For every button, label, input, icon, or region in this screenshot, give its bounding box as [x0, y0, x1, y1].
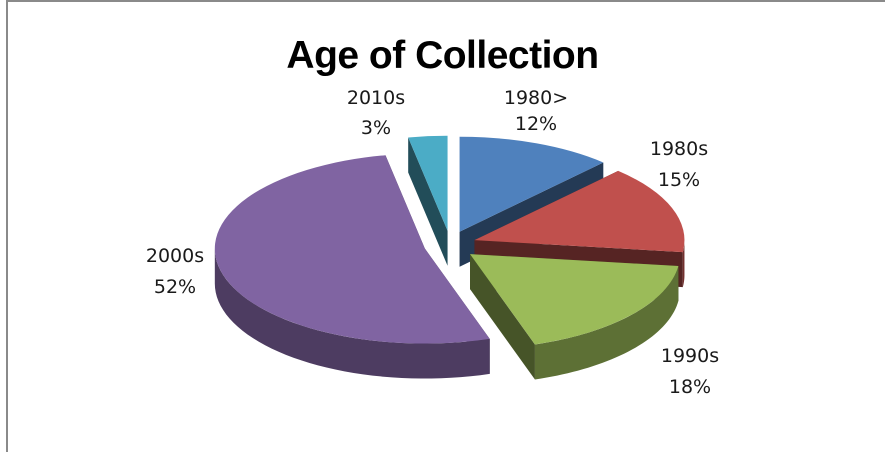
pie-slice-1980s [474, 170, 685, 288]
slice-label-percent: 12% [515, 113, 557, 135]
slice-label-category: 1990s [661, 345, 719, 367]
slice-label-category: 2010s [347, 87, 405, 109]
slice-label-category: 1980> [504, 87, 568, 109]
pie-slice-2010s [408, 135, 448, 266]
slice-label-percent: 18% [669, 376, 711, 398]
slice-label-category: 2000s [146, 245, 204, 267]
chart-frame [6, 0, 885, 452]
chart-title: Age of Collection [286, 34, 599, 77]
pie-slice-1990s [470, 254, 679, 380]
slice-label-category: 1980s [650, 138, 708, 160]
slice-label-percent: 3% [361, 117, 391, 139]
slice-label-percent: 15% [658, 169, 700, 191]
pie-slice-2000s [214, 155, 490, 379]
slice-label-percent: 52% [154, 276, 196, 298]
